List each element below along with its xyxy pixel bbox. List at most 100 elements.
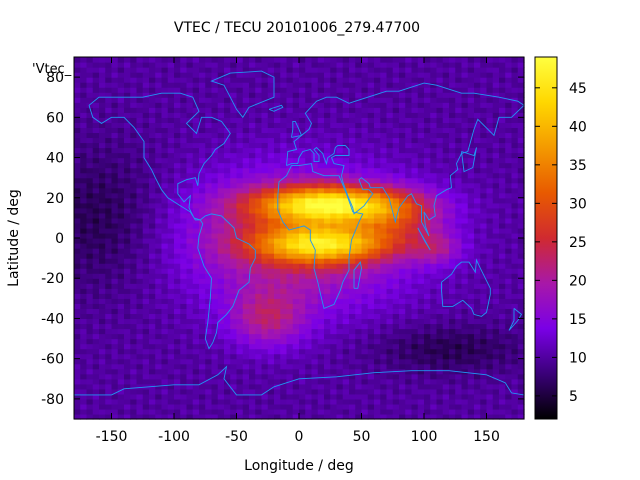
- heatmap-cell: [330, 343, 338, 350]
- heatmap-cell: [324, 298, 331, 304]
- heatmap-cell: [355, 187, 363, 194]
- heatmap-cell: [342, 393, 350, 400]
- heatmap-cell: [355, 112, 363, 118]
- heatmap-cell: [317, 167, 325, 174]
- heatmap-cell: [311, 172, 319, 179]
- heatmap-cell: [461, 147, 469, 154]
- heatmap-cell: [367, 338, 375, 345]
- heatmap-cell: [111, 333, 119, 340]
- heatmap-cell: [399, 172, 406, 179]
- heatmap-cell: [355, 82, 363, 88]
- heatmap-cell: [149, 232, 156, 239]
- heatmap-cell: [392, 398, 400, 405]
- heatmap-cell: [349, 167, 356, 174]
- heatmap-cell: [280, 122, 288, 128]
- heatmap-cell: [117, 227, 125, 234]
- heatmap-cell: [274, 167, 281, 174]
- heatmap-cell: [486, 298, 494, 304]
- heatmap-cell: [467, 318, 475, 325]
- heatmap-cell: [342, 222, 350, 229]
- heatmap-cell: [80, 127, 88, 134]
- heatmap-cell: [199, 373, 206, 380]
- heatmap-cell: [211, 67, 219, 73]
- heatmap-cell: [167, 177, 175, 184]
- heatmap-cell: [161, 227, 169, 234]
- heatmap-cell: [149, 318, 156, 325]
- heatmap-cell: [86, 107, 94, 113]
- heatmap-cell: [224, 288, 231, 294]
- heatmap-cell: [467, 202, 475, 209]
- heatmap-cell: [474, 243, 481, 249]
- heatmap-cell: [461, 313, 469, 320]
- heatmap-cell: [330, 177, 338, 184]
- heatmap-cell: [74, 408, 81, 415]
- heatmap-cell: [192, 137, 200, 144]
- heatmap-cell: [461, 72, 469, 78]
- heatmap-cell: [311, 77, 319, 83]
- heatmap-cell: [405, 353, 413, 360]
- heatmap-cell: [405, 92, 413, 98]
- heatmap-cell: [399, 273, 406, 279]
- heatmap-cell: [267, 232, 275, 239]
- heatmap-cell: [280, 222, 288, 229]
- heatmap-cell: [267, 67, 275, 73]
- heatmap-cell: [180, 97, 188, 103]
- heatmap-cell: [174, 288, 181, 294]
- heatmap-cell: [374, 197, 381, 204]
- heatmap-cell: [105, 263, 113, 269]
- heatmap-cell: [130, 92, 138, 98]
- heatmap-cell: [136, 363, 144, 370]
- heatmap-cell: [242, 288, 250, 294]
- heatmap-cell: [155, 117, 163, 123]
- heatmap-cell: [161, 348, 169, 355]
- heatmap-cell: [142, 248, 150, 254]
- heatmap-cell: [324, 398, 331, 405]
- heatmap-cell: [367, 383, 375, 390]
- heatmap-cell: [105, 283, 113, 289]
- heatmap-cell: [199, 333, 206, 340]
- heatmap-cell: [336, 62, 344, 68]
- heatmap-cell: [192, 127, 200, 134]
- heatmap-cell: [292, 358, 300, 365]
- heatmap-cell: [411, 167, 419, 174]
- heatmap-cell: [99, 408, 106, 415]
- heatmap-cell: [455, 268, 463, 274]
- heatmap-cell: [417, 102, 425, 108]
- heatmap-cell: [349, 152, 356, 159]
- heatmap-cell: [230, 187, 238, 194]
- heatmap-cell: [236, 243, 244, 249]
- heatmap-cell: [136, 343, 144, 350]
- heatmap-cell: [86, 232, 94, 239]
- heatmap-cell: [405, 303, 413, 309]
- heatmap-cell: [142, 278, 150, 284]
- heatmap-cell: [361, 398, 369, 405]
- heatmap-cell: [74, 177, 81, 184]
- heatmap-cell: [467, 298, 475, 304]
- heatmap-cell: [374, 127, 381, 134]
- heatmap-cell: [86, 303, 94, 309]
- heatmap-cell: [342, 157, 350, 164]
- heatmap-cell: [424, 363, 431, 370]
- heatmap-cell: [111, 67, 119, 73]
- heatmap-cell: [205, 212, 213, 219]
- heatmap-cell: [342, 107, 350, 113]
- heatmap-cell: [417, 117, 425, 123]
- heatmap-cell: [74, 393, 81, 400]
- heatmap-cell: [117, 112, 125, 118]
- heatmap-cell: [311, 102, 319, 108]
- heatmap-cell: [492, 182, 500, 189]
- heatmap-cell: [236, 378, 244, 385]
- heatmap-cell: [386, 167, 394, 174]
- heatmap-cell: [361, 167, 369, 174]
- heatmap-cell: [174, 162, 181, 169]
- heatmap-cell: [161, 313, 169, 320]
- heatmap-cell: [161, 212, 169, 219]
- heatmap-cell: [149, 363, 156, 370]
- heatmap-cell: [80, 172, 88, 179]
- heatmap-cell: [267, 248, 275, 254]
- heatmap-cell: [180, 207, 188, 214]
- heatmap-cell: [436, 202, 444, 209]
- heatmap-cell: [236, 162, 244, 169]
- heatmap-cell: [205, 152, 213, 159]
- heatmap-cell: [286, 248, 294, 254]
